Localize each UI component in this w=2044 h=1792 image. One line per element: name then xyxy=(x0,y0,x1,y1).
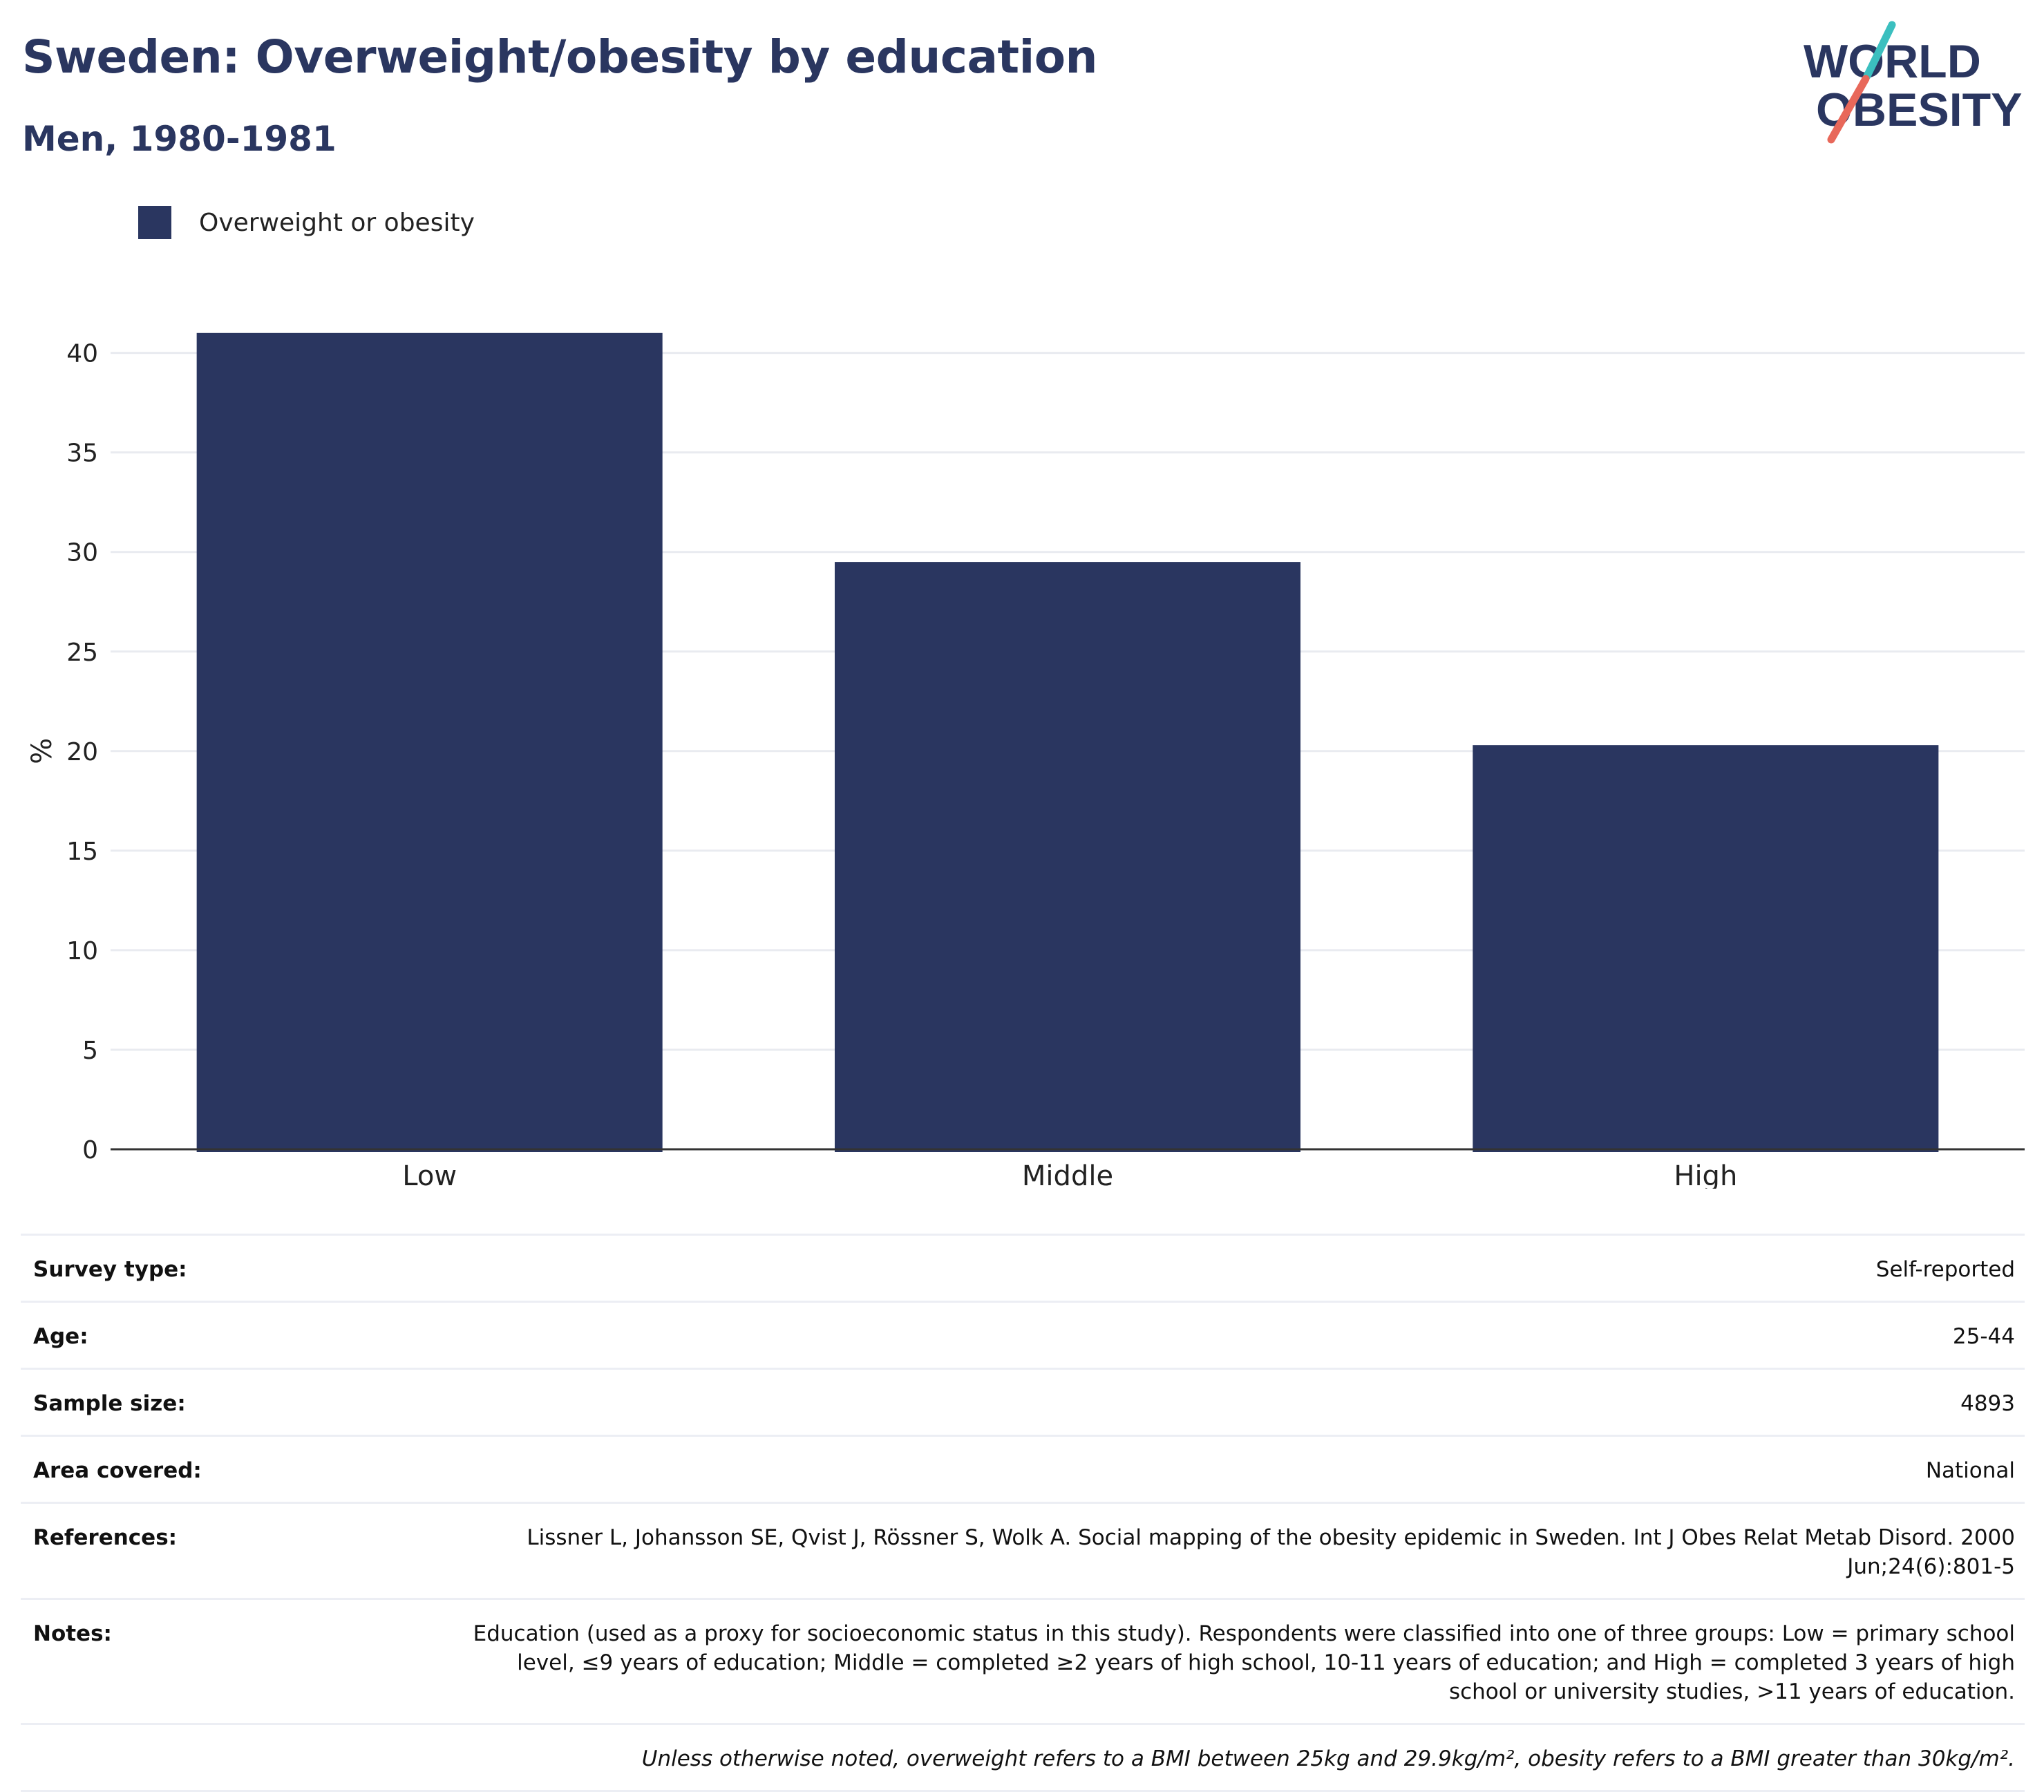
info-row: References: Lissner L, Johansson SE, Qvis… xyxy=(21,1502,2025,1598)
y-tick-label: 35 xyxy=(66,440,98,468)
info-value: Lissner L, Johansson SE, Qvist J, Rössne… xyxy=(527,1525,2015,1579)
info-row: Notes: Education (used as a proxy for soc… xyxy=(21,1598,2025,1723)
info-key: References: xyxy=(33,1525,178,1550)
info-key: Survey type: xyxy=(33,1257,187,1282)
bar-high xyxy=(1473,745,1939,1152)
logo-slash-bottom xyxy=(1827,75,1870,144)
y-tick-label: 40 xyxy=(66,340,98,368)
bar-low xyxy=(196,332,663,1152)
bar-middle xyxy=(834,562,1301,1152)
info-key: Age: xyxy=(33,1324,88,1349)
info-key: Sample size: xyxy=(33,1391,186,1416)
info-value: National xyxy=(1925,1458,2015,1483)
info-key: Area covered: xyxy=(33,1458,202,1483)
x-tick-label: Middle xyxy=(1022,1160,1113,1189)
world-obesity-logo: WORLD OBESITY xyxy=(1804,21,2023,144)
info-row: Survey type: Self-reported xyxy=(21,1234,2025,1301)
footnote: Unless otherwise noted, overweight refer… xyxy=(21,1723,2025,1792)
info-value: 4893 xyxy=(1960,1391,2015,1416)
y-axis-label: % xyxy=(26,738,58,764)
info-row: Sample size: 4893 xyxy=(21,1368,2025,1435)
bar-chart: 0 5 10 15 20 25 30 35 40% Low Middle High xyxy=(26,332,2025,1189)
legend-label: Overweight or obesity xyxy=(199,208,475,237)
x-tick-label: High xyxy=(1674,1160,1737,1189)
page-title: Sweden: Overweight/obesity by education xyxy=(22,30,1098,84)
legend-swatch xyxy=(138,206,171,239)
y-tick-label: 20 xyxy=(66,738,98,766)
y-tick-label: 30 xyxy=(66,539,98,567)
legend[interactable]: Overweight or obesity xyxy=(138,206,475,239)
y-tick-label: 10 xyxy=(66,937,98,965)
x-tick-label: Low xyxy=(402,1160,457,1189)
info-value: Education (used as a proxy for socioecon… xyxy=(473,1621,2015,1704)
logo-slash-top xyxy=(1863,21,1896,80)
y-tick-label: 5 xyxy=(82,1037,98,1065)
info-value: 25-44 xyxy=(1952,1324,2015,1349)
y-tick-label: 25 xyxy=(66,639,98,667)
y-tick-label: 0 xyxy=(82,1136,98,1164)
info-value: Self-reported xyxy=(1875,1257,2015,1282)
info-row: Age: 25-44 xyxy=(21,1301,2025,1368)
page-subtitle: Men, 1980-1981 xyxy=(22,119,337,159)
logo-line1: WORLD xyxy=(1804,35,1981,88)
info-row: Area covered: National xyxy=(21,1435,2025,1502)
info-key: Notes: xyxy=(33,1621,112,1646)
y-tick-label: 15 xyxy=(66,838,98,866)
info-table: Survey type: Self-reported Age: 25-44 Sample… xyxy=(21,1234,2025,1792)
